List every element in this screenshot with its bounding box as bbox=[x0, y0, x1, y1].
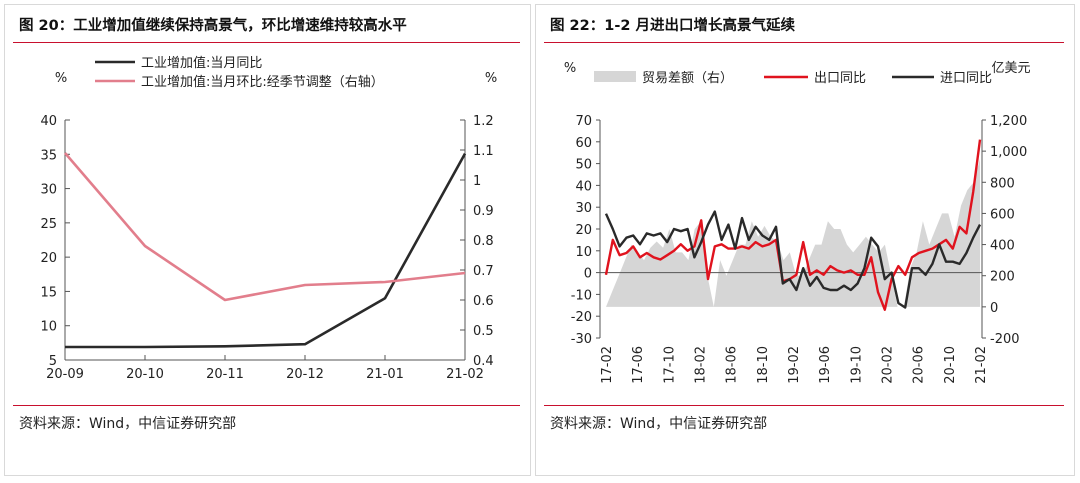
import-yoy-line bbox=[604, 210, 982, 309]
y-tick-label-right: 0.4 bbox=[473, 354, 494, 369]
x-tick-label: 19-10 bbox=[849, 346, 864, 384]
y-tick-label-left: -10 bbox=[571, 288, 592, 303]
series-line-yoy bbox=[65, 152, 467, 349]
right-axis-unit: 亿美元 bbox=[991, 61, 1030, 76]
right-chart-panel: 图 22：1-2 月进出口增长高景气延续 % 亿美元贸易差额（右） 出口同比 进口同比… bbox=[535, 4, 1075, 476]
title-divider bbox=[13, 42, 520, 43]
y-tick-label-right: 1.1 bbox=[473, 144, 494, 159]
source-note: 资料来源：Wind，中信证券研究部 bbox=[550, 416, 768, 432]
y-tick-label-left: 30 bbox=[575, 201, 592, 216]
y-tick-label-right: 0 bbox=[990, 301, 998, 316]
y-tick-label-right: 800 bbox=[990, 176, 1015, 191]
right-axis-unit: % bbox=[485, 71, 497, 86]
left-axis-unit: % bbox=[564, 61, 576, 76]
title-divider bbox=[544, 42, 1064, 43]
x-tick-label: 18-02 bbox=[694, 346, 709, 384]
y-tick-label-left: 25 bbox=[40, 217, 57, 232]
y-tick-label-left: -20 bbox=[571, 310, 592, 325]
y-tick-label-right: 0.8 bbox=[473, 234, 494, 249]
x-tick-label: 17-02 bbox=[600, 346, 615, 384]
x-tick-label: 20-12 bbox=[286, 367, 324, 382]
x-tick-label: 19-06 bbox=[818, 346, 833, 384]
x-tick-label: 18-06 bbox=[725, 346, 740, 384]
y-tick-label-left: 40 bbox=[575, 179, 592, 194]
y-tick-label-left: 60 bbox=[575, 136, 592, 151]
y-tick-label-right: 0.7 bbox=[473, 264, 494, 279]
y-tick-label-left: 20 bbox=[40, 251, 57, 266]
legend-label: 工业增加值:当月环比:经季节调整（右轴） bbox=[141, 74, 384, 90]
y-tick-label-right: -200 bbox=[990, 332, 1020, 347]
y-tick-label-right: 200 bbox=[990, 270, 1015, 285]
x-tick-label: 20-10 bbox=[943, 346, 958, 384]
legend-label: 进口同比 bbox=[940, 71, 992, 86]
source-note: 资料来源：Wind，中信证券研究部 bbox=[19, 416, 237, 432]
x-tick-label: 18-10 bbox=[756, 346, 771, 384]
y-tick-label-left: 40 bbox=[40, 114, 57, 129]
chart-title: 图 20：工业增加值继续保持高景气，环比增速维持较高水平 bbox=[19, 18, 407, 34]
series-line-mom bbox=[64, 152, 466, 302]
chart-title: 图 22：1-2 月进出口增长高景气延续 bbox=[550, 18, 795, 34]
x-tick-label: 20-11 bbox=[206, 367, 244, 382]
y-tick-label-left: 10 bbox=[575, 245, 592, 260]
y-tick-label-left: 0 bbox=[584, 267, 592, 282]
legend-label: 贸易差额（右） bbox=[642, 71, 733, 86]
x-tick-label: 19-02 bbox=[787, 346, 802, 384]
y-tick-label-right: 0.5 bbox=[473, 324, 494, 339]
x-tick-label: 21-02 bbox=[446, 367, 484, 382]
export-yoy-line bbox=[604, 139, 982, 311]
y-tick-label-left: 20 bbox=[575, 223, 592, 238]
legend-label: 出口同比 bbox=[814, 71, 866, 86]
y-tick-label-left: 35 bbox=[40, 148, 57, 163]
left-chart-panel: 图 20：工业增加值继续保持高景气，环比增速维持较高水平 %% 工业增加值:当月同… bbox=[4, 4, 531, 476]
x-tick-label: 20-02 bbox=[881, 346, 896, 384]
y-tick-label-left: 70 bbox=[575, 114, 592, 129]
y-tick-label-left: 30 bbox=[40, 183, 57, 198]
y-tick-label-left: 5 bbox=[49, 354, 57, 369]
y-tick-label-left: 15 bbox=[40, 285, 57, 300]
legend-swatch bbox=[594, 71, 636, 82]
y-tick-label-right: 1.2 bbox=[473, 114, 494, 129]
x-tick-label: 20-09 bbox=[46, 367, 84, 382]
y-tick-label-left: 10 bbox=[40, 320, 57, 335]
y-tick-label-right: 1,000 bbox=[990, 145, 1027, 160]
x-tick-label: 20-06 bbox=[912, 346, 927, 384]
y-tick-label-right: 400 bbox=[990, 239, 1015, 254]
y-tick-label-left: 50 bbox=[575, 158, 592, 173]
left-axis-unit: % bbox=[55, 71, 67, 86]
x-tick-label: 17-10 bbox=[662, 346, 677, 384]
x-tick-label: 21-01 bbox=[366, 367, 404, 382]
x-tick-label: 20-10 bbox=[126, 367, 164, 382]
source-divider bbox=[544, 405, 1064, 406]
x-tick-label: 21-02 bbox=[974, 346, 989, 384]
source-divider bbox=[13, 405, 520, 406]
y-tick-label-left: -30 bbox=[571, 332, 592, 347]
y-tick-label-right: 1 bbox=[473, 174, 481, 189]
x-tick-label: 17-06 bbox=[631, 346, 646, 384]
y-tick-label-right: 600 bbox=[990, 207, 1015, 222]
y-tick-label-right: 1,200 bbox=[990, 114, 1027, 129]
trade-balance-area bbox=[606, 158, 980, 307]
y-tick-label-right: 0.9 bbox=[473, 204, 494, 219]
legend-label: 工业增加值:当月同比 bbox=[141, 55, 262, 71]
y-tick-label-right: 0.6 bbox=[473, 294, 494, 309]
